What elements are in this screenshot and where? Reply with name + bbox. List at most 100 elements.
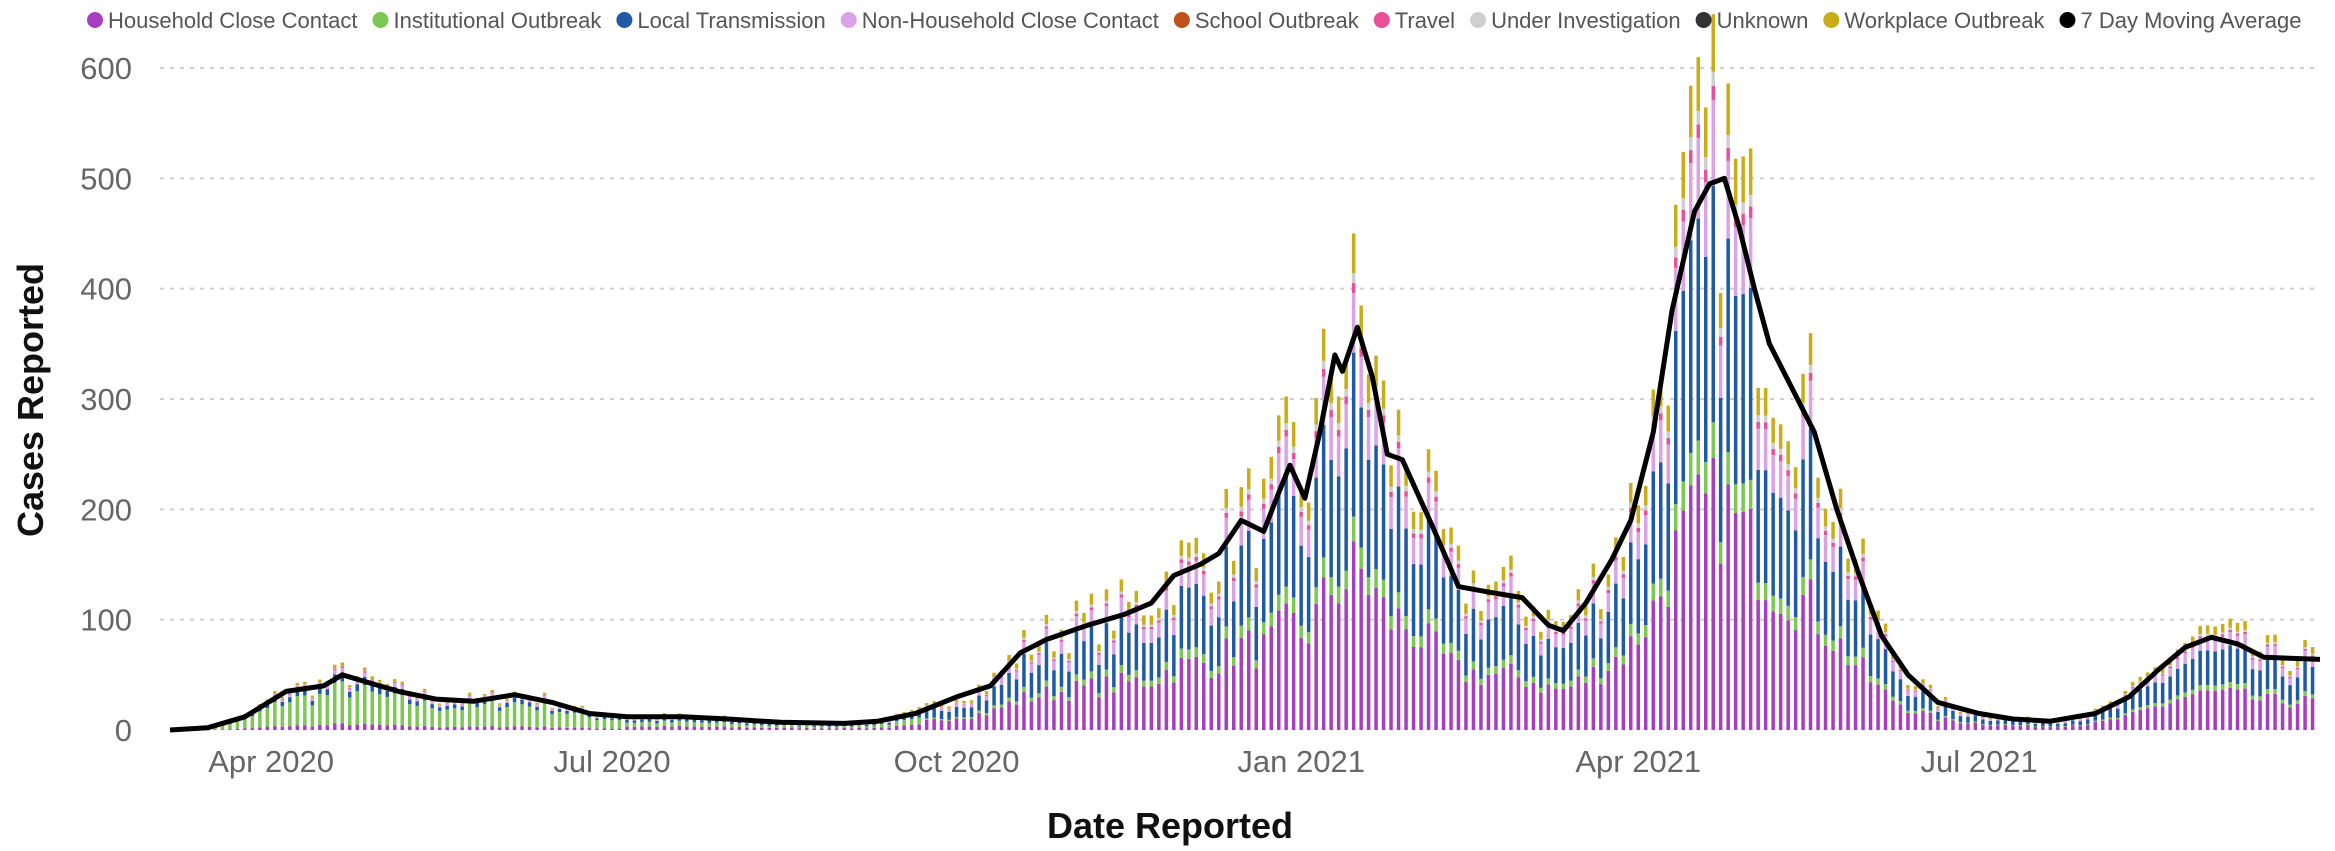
bar-segment-37-io [460,710,464,728]
bar-segment-99-wp [924,703,929,706]
bar-segment-180-ui [1531,616,1536,619]
bar-segment-130-io [1157,677,1161,684]
bar-segment-112-lt [1022,653,1026,687]
bar-segment-140-nh [1232,581,1236,602]
bar-segment-235-io [1943,715,1948,718]
bar-segment-166-wp [1426,449,1431,472]
bar-segment-257-lt [2108,708,2112,718]
bar-segment-112-io [1022,687,1026,692]
legend-marker-3 [840,12,857,28]
bar-segment-217-ui [1808,364,1813,373]
bar-segment-76-lt [752,722,757,725]
bar-segment-206-io [1726,452,1730,485]
bar-segment-207-nh [1733,227,1738,296]
bar-segment-258-io [2116,717,2120,720]
bar-segment-22-ui [348,687,352,688]
bar-segment-276-hh [2250,699,2255,730]
bar-segment-26-ui [378,682,382,683]
bar-segment-194-ui [1636,523,1640,528]
bar-segment-237-ui [1958,713,1963,714]
bar-segment-228-ui [1891,659,1895,661]
bar-segment-212-io [1771,595,1775,612]
bar-segment-105-wp [969,700,974,703]
bar-segment-111-hh [1014,704,1019,730]
bar-segment-24-io [363,685,367,724]
bar-segment-265-tr [2168,666,2172,668]
bar-segment-152-lt [1321,425,1326,558]
bar-segment-8-hh [243,728,247,730]
bar-segment-128-hh [1142,686,1146,730]
bar-segment-179-ui [1524,625,1528,628]
bar-segment-236-lt [1951,711,1955,720]
bar-segment-175-io [1494,666,1498,674]
bar-segment-149-ui [1299,506,1303,512]
bar-segment-49-lt [550,711,554,714]
bar-segment-139-io [1224,626,1228,639]
bar-segment-38-nh [467,695,472,699]
bar-segment-273-wp [2228,618,2232,628]
bar-segment-129-lt [1149,643,1154,681]
bar-segment-118-wp [1067,653,1071,660]
bar-segment-31-lt [415,701,419,706]
bar-segment-216-wp [1801,373,1805,403]
bar-segment-117-tr [1059,639,1064,642]
bar-segment-129-wp [1149,615,1154,625]
bar-segment-193-io [1629,623,1633,637]
bar-segment-163-lt [1404,528,1408,616]
bar-segment-218-wp [1816,477,1820,498]
bar-segment-192-io [1621,655,1626,665]
bar-segment-168-wp [1441,529,1446,546]
bar-segment-196-hh [1651,600,1655,730]
bar-segment-206-wp [1726,83,1730,136]
bar-segment-120-hh [1082,685,1086,730]
bar-segment-69-lt [700,720,704,723]
legend-marker-4 [1173,12,1190,28]
bar-segment-29-wp [400,681,404,684]
bar-segment-21-io [340,681,344,724]
bar-segment-218-ui [1816,497,1820,503]
bar-segment-165-wp [1419,512,1423,530]
bar-segment-173-nh [1479,625,1483,640]
bar-segment-160-lt [1381,464,1386,580]
bar-segment-254-lt [2086,719,2090,725]
bar-segment-187-nh [1584,620,1588,636]
bar-segment-44-lt [512,697,517,703]
bar-segment-87-lt [835,725,839,727]
bar-segment-178-io [1516,670,1521,678]
bar-segment-210-wp [1756,387,1760,416]
bar-segment-14-lt [288,697,292,703]
bar-segment-89-io [849,726,854,729]
bar-segment-37-hh [460,727,464,730]
bar-segment-154-tr [1336,429,1341,437]
bar-segment-238-io [1966,722,1970,724]
bar-segment-195-nh [1644,515,1648,545]
bar-segment-222-wp [1846,558,1850,573]
bar-segment-101-nh [939,707,944,711]
bar-segment-78-lt [767,723,771,726]
bar-segment-283-io [2303,691,2307,696]
bar-segment-170-ui [1456,560,1461,565]
y-tick-label-3: 300 [80,382,132,417]
bar-segment-155-io [1344,570,1348,590]
bar-segment-254-hh [2086,724,2090,730]
bar-segment-203-io [1704,462,1708,494]
bar-segment-261-hh [2138,709,2142,730]
bar-segment-227-io [1883,684,1888,690]
bar-segment-108-io [992,705,996,709]
bar-segment-17-tr [310,697,315,699]
bar-segment-177-io [1509,655,1513,664]
bar-segment-283-ui [2303,647,2307,649]
bar-segment-171-wp [1464,603,1468,614]
bar-segment-163-ui [1404,485,1408,492]
bar-segment-255-ui [2093,710,2097,711]
bar-segment-7-hh [235,728,240,730]
bar-segment-268-nh [2190,647,2195,659]
bar-segment-20-io [333,683,337,724]
bar-segment-53-hh [580,727,584,730]
bar-segment-46-io [527,706,532,727]
bar-segment-179-nh [1524,630,1528,644]
bar-segment-137-ui [1209,603,1213,607]
bar-segment-161-io [1389,616,1393,630]
bar-segment-103-io [954,717,959,719]
bar-segment-75-lt [745,723,749,725]
